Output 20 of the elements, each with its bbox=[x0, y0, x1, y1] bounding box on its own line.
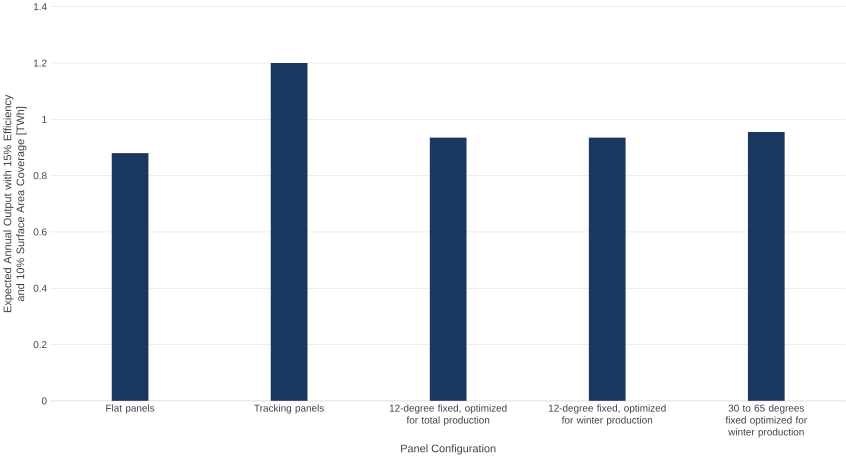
x-tick-label: 30 to 65 degrees fixed optimized for winter production bbox=[726, 404, 807, 438]
y-tick-label: 1 bbox=[42, 116, 47, 123]
bar bbox=[112, 153, 148, 401]
bar bbox=[588, 138, 626, 401]
x-tick-label: Flat panels bbox=[106, 404, 154, 414]
bar bbox=[430, 138, 467, 401]
bar bbox=[270, 63, 308, 401]
y-tick-label: 0.6 bbox=[34, 228, 47, 236]
y-tick-label: 0.8 bbox=[34, 172, 47, 180]
x-axis-title: Panel Configuration bbox=[401, 444, 496, 455]
y-tick-label: 0.4 bbox=[34, 284, 47, 292]
x-tick-label: 12-degree fixed, optimized for total production bbox=[390, 404, 507, 426]
y-tick-label: 1.2 bbox=[34, 60, 47, 67]
x-tick-label: Tracking panels bbox=[254, 404, 324, 414]
y-tick-label: 0.2 bbox=[34, 341, 47, 348]
y-tick-label: 0 bbox=[42, 397, 47, 405]
x-tick-label: 12-degree fixed, optimized for winter production bbox=[548, 404, 666, 426]
y-axis-title: Expected Annual Output with 15% Efficiency and 10% Surface Area Coverage [TWh] bbox=[3, 94, 26, 312]
bar bbox=[748, 132, 785, 401]
y-tick-label: 1.4 bbox=[34, 3, 47, 10]
